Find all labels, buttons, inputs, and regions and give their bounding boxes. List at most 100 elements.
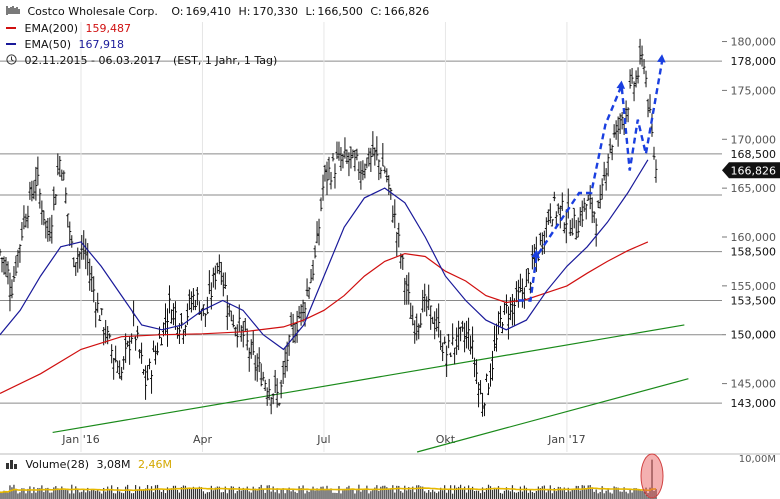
ohlc-bar bbox=[327, 156, 331, 180]
ohlc-bar bbox=[20, 222, 24, 241]
ohlc-bar bbox=[337, 141, 341, 161]
ohlc-bar bbox=[391, 205, 395, 223]
ohlc-bar bbox=[592, 211, 596, 223]
ohlc-bar bbox=[273, 369, 277, 393]
ohlc-bar bbox=[359, 161, 363, 190]
ohlc-bar bbox=[319, 197, 323, 212]
ohlc-bar bbox=[403, 277, 407, 305]
level-price-tag: 158,500 bbox=[726, 243, 780, 260]
ohlc-bar bbox=[447, 333, 451, 349]
ohlc-bar bbox=[179, 312, 183, 329]
current-price-tag: 166,826 bbox=[722, 162, 780, 179]
ohlc-bar bbox=[54, 194, 58, 205]
ohlc-bar bbox=[389, 187, 393, 200]
ohlc-bar bbox=[281, 360, 285, 385]
ohlc-bar bbox=[494, 323, 498, 352]
ohlc-bar bbox=[451, 323, 455, 346]
ohlc-bar bbox=[128, 336, 132, 365]
ohlc-bar bbox=[463, 322, 467, 353]
ohlc-bar bbox=[425, 296, 429, 317]
tag-box bbox=[726, 145, 780, 162]
ohlc-bar bbox=[498, 305, 502, 327]
ema200-label: EMA(200) bbox=[24, 22, 79, 35]
ohlc-bar bbox=[305, 278, 309, 297]
ohlc-bar bbox=[375, 136, 379, 161]
y-tick-label: 165,000 bbox=[731, 182, 777, 195]
ohlc-bar bbox=[405, 274, 409, 305]
x-tick-label: Jul bbox=[316, 433, 330, 446]
ohlc-bar bbox=[373, 147, 377, 166]
ema50-line bbox=[0, 159, 649, 351]
horizontal-level-lines bbox=[0, 60, 722, 404]
ohlc-bar bbox=[88, 258, 92, 291]
y-tick-label: 170,000 bbox=[731, 133, 777, 146]
ohlc-bar bbox=[379, 167, 383, 179]
ohlc-bar bbox=[0, 248, 2, 256]
ohlc-bar bbox=[223, 272, 227, 289]
ohlc-bar bbox=[397, 222, 401, 248]
ohlc-bar bbox=[453, 347, 457, 365]
ohlc-bar bbox=[343, 137, 347, 159]
legend-o-value: 169,410 bbox=[185, 5, 232, 18]
level-price-tag: 168,500 bbox=[726, 145, 780, 162]
ohlc-bar bbox=[98, 315, 102, 322]
volume-scale-label: 10,00M bbox=[739, 454, 776, 465]
ohlc-bar bbox=[321, 174, 325, 201]
ohlc-bar bbox=[267, 378, 271, 401]
ohlc-bar bbox=[100, 308, 104, 316]
ohlc-bar bbox=[357, 161, 361, 180]
ohlc-bar bbox=[84, 238, 88, 270]
x-tick-label: Jan '17 bbox=[547, 433, 585, 446]
ohlc-bar bbox=[333, 163, 337, 189]
x-tick-label: Jan '16 bbox=[61, 433, 99, 446]
ohlc-bar bbox=[475, 359, 479, 385]
ohlc-bar bbox=[477, 382, 481, 408]
ohlc-bar bbox=[0, 257, 4, 273]
ema50-label: EMA(50) bbox=[24, 38, 72, 51]
x-axis: Jan '16 Apr Jul Okt Jan '17 bbox=[61, 433, 585, 446]
ohlc-bar bbox=[275, 378, 279, 408]
ohlc-bar bbox=[215, 262, 219, 274]
range-meta: (EST, 1 Jahr, 1 Tag) bbox=[172, 54, 278, 67]
level-price-tag: 178,000 bbox=[726, 53, 780, 70]
ohlc-bar bbox=[441, 342, 445, 362]
ema50-swatch bbox=[6, 43, 16, 45]
ohlc-bar bbox=[72, 257, 76, 268]
ohlc-bar bbox=[309, 269, 313, 284]
ohlc-bars bbox=[0, 38, 658, 417]
ohlc-bar bbox=[14, 255, 18, 276]
tag-box bbox=[726, 395, 780, 412]
ohlc-bar bbox=[86, 243, 90, 276]
ohlc-bar bbox=[596, 200, 600, 209]
ohlc-bar bbox=[353, 149, 357, 172]
legend-title-row: Costco Wholesale Corp. O: 169,410 H: 170,3… bbox=[6, 4, 433, 20]
y-tick-label: 160,000 bbox=[731, 231, 777, 244]
ohlc-bar bbox=[40, 200, 44, 225]
ohlc-bar bbox=[165, 308, 169, 347]
ohlc-bar bbox=[231, 314, 235, 328]
ohlc-bar bbox=[560, 192, 564, 211]
ohlc-bar bbox=[530, 245, 534, 270]
ohlc-bar bbox=[413, 320, 417, 344]
ohlc-bar bbox=[558, 205, 562, 229]
ohlc-bar bbox=[433, 311, 437, 340]
ohlc-bar bbox=[496, 311, 500, 335]
ohlc-bar bbox=[126, 340, 130, 348]
ohlc-bar bbox=[347, 152, 351, 177]
ohlc-bar bbox=[66, 213, 70, 228]
ohlc-bar bbox=[116, 360, 120, 373]
ohlc-bar bbox=[506, 306, 510, 340]
ohlc-bar bbox=[449, 352, 453, 358]
ohlc-bar bbox=[546, 209, 550, 225]
ohlc-bar bbox=[377, 159, 381, 181]
ohlc-bar bbox=[616, 116, 620, 147]
ohlc-bar bbox=[76, 247, 80, 273]
ohlc-bar bbox=[26, 205, 30, 229]
level-price-tag: 143,000 bbox=[726, 395, 780, 412]
ohlc-bar bbox=[108, 333, 112, 339]
ohlc-bar bbox=[415, 313, 419, 341]
ohlc-bar bbox=[36, 156, 40, 186]
ohlc-bar bbox=[285, 341, 289, 372]
